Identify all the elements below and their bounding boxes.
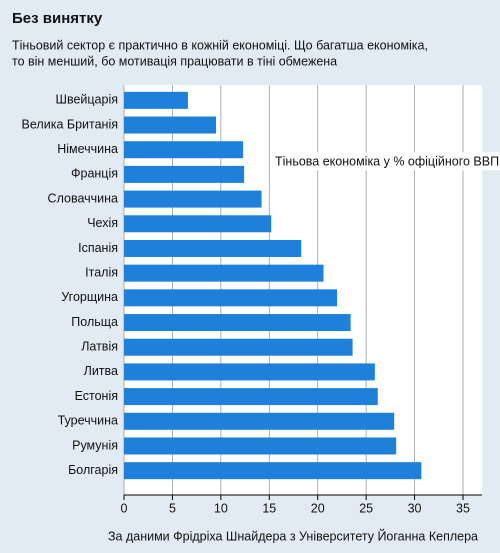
x-tick-label: 30 (408, 501, 422, 515)
x-tick-label: 15 (262, 501, 276, 515)
bar (124, 338, 353, 356)
y-tick-label: Болгарія (68, 463, 118, 477)
x-tick-label: 10 (214, 501, 228, 515)
y-tick-label: Чехія (87, 216, 118, 230)
bar (124, 462, 422, 480)
annotation-background (272, 152, 500, 171)
x-tick-label: 35 (456, 501, 470, 515)
bar (124, 190, 262, 208)
source: За даними Фрідріха Шнайдера з Університе… (108, 528, 478, 543)
bar (124, 264, 324, 282)
x-tick-label: 0 (121, 501, 128, 515)
y-tick-label: Туреччина (58, 414, 118, 428)
y-tick-label: Велика Британія (22, 117, 118, 131)
x-tick-label: 25 (359, 501, 373, 515)
annotation: Тіньова економіка у % офіційного ВВП (275, 154, 499, 168)
y-tick-label: Латвія (81, 340, 118, 354)
bar (124, 165, 245, 183)
bar (124, 412, 395, 430)
x-tick-label: 5 (169, 501, 176, 515)
bar (124, 289, 338, 307)
chart-title: Без винятку (12, 10, 103, 27)
bar (124, 116, 217, 134)
x-tick-label: 20 (311, 501, 325, 515)
y-tick-label: Німеччина (57, 142, 118, 156)
subtitle: то він менший, бо мотивація працювати в … (12, 54, 337, 68)
subtitle: Тіньовий сектор є практично в кожній еко… (12, 38, 428, 52)
bar (124, 363, 375, 381)
y-tick-label: Швейцарія (56, 93, 119, 107)
bar (124, 91, 188, 109)
y-tick-label: Румунія (72, 438, 118, 452)
y-tick-label: Іспанія (78, 241, 118, 255)
y-tick-label: Польща (71, 315, 118, 329)
y-tick-label: Естонія (75, 389, 118, 403)
bar (124, 239, 302, 257)
bar (124, 215, 272, 233)
y-tick-label: Литва (84, 364, 118, 378)
bar (124, 388, 378, 406)
bar (124, 314, 351, 332)
bar (124, 437, 397, 455)
y-tick-label: Франція (71, 167, 118, 181)
y-tick-label: Словаччина (48, 191, 119, 205)
y-tick-label: Угорщина (61, 290, 118, 304)
bar (124, 141, 244, 159)
y-tick-label: Італія (85, 265, 118, 279)
